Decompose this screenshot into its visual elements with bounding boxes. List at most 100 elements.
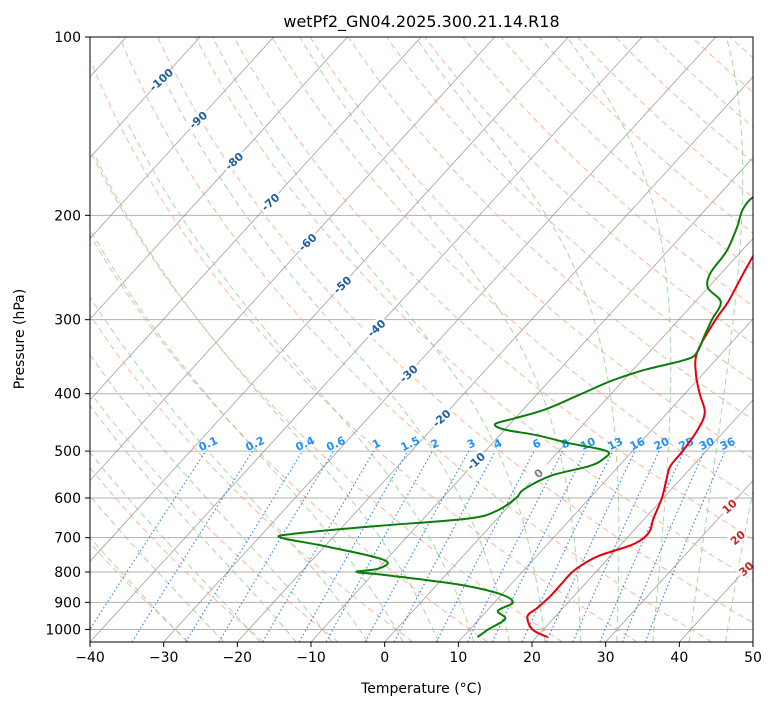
mixing-ratio-line <box>621 450 705 642</box>
y-tick-label: 900 <box>54 595 81 611</box>
isotherm-line <box>384 237 753 642</box>
mixing-ratio-line <box>599 450 685 642</box>
dry-adiabat-line <box>424 37 753 344</box>
x-tick-label: 20 <box>523 650 541 666</box>
y-axis: 1000 900 800 700 600 500 400 300 200 100 <box>45 30 90 638</box>
isotherm-line <box>90 37 201 159</box>
x-tick-label: 30 <box>597 650 615 666</box>
mixing-ratio-line <box>325 450 433 642</box>
mixing-ratio-line <box>644 450 726 642</box>
mixing-ratio-line <box>393 450 496 642</box>
mixing-ratio-line <box>185 450 304 642</box>
dry-adiabat-label-bg <box>734 557 753 580</box>
isotherm-label-bg <box>524 460 552 486</box>
plot-frame <box>89 36 754 643</box>
isotherm-line <box>90 37 275 239</box>
isotherm-line <box>90 37 422 401</box>
isotherm-label-bg <box>184 106 212 133</box>
dry-adiabat-line <box>309 37 753 460</box>
isotherm-lines <box>90 37 753 642</box>
moist-adiabat-line <box>90 536 188 642</box>
x-tick-label: −10 <box>296 650 326 666</box>
x-tick-label: 40 <box>670 650 688 666</box>
x-tick-label: −40 <box>75 650 105 666</box>
moist-adiabat-line <box>725 488 753 642</box>
isotherm-line <box>90 37 348 320</box>
isotherm-label-bg <box>328 271 356 298</box>
dry-adiabat-line <box>90 314 414 642</box>
isotherm-line <box>90 37 496 482</box>
moist-adiabat-line <box>212 37 546 642</box>
dry-adiabat-line <box>90 149 563 642</box>
isotherm-line <box>237 76 753 642</box>
mixing-ratio-line <box>467 450 564 642</box>
isotherm-label-bg <box>220 147 248 174</box>
x-tick-label: 50 <box>744 650 762 666</box>
x-tick-label: 0 <box>380 650 389 666</box>
isotherm-label-bg <box>293 228 321 255</box>
mixing-ratio-label: 16 <box>628 435 648 453</box>
y-tick-label: 700 <box>54 531 81 547</box>
y-tick-label: 300 <box>54 313 81 329</box>
y-tick-label: 400 <box>54 387 81 403</box>
dry-adiabat-line <box>576 37 753 198</box>
dry-adiabat-lines <box>90 37 753 642</box>
mixing-ratio-label: 20 <box>652 435 672 453</box>
x-tick-label: 10 <box>449 650 467 666</box>
isotherm-line <box>163 37 717 642</box>
isotherm-label-bg <box>394 360 422 387</box>
temperature-profile-line <box>526 254 753 639</box>
mixing-ratio-line <box>572 450 660 642</box>
moist-adiabat-line <box>414 37 620 642</box>
mixing-ratio-line <box>90 450 207 631</box>
moist-adiabat-line <box>90 228 404 642</box>
dry-adiabat-line <box>386 37 753 382</box>
y-tick-label: 600 <box>54 491 81 507</box>
isotherm-label-bg <box>147 66 175 93</box>
dry-adiabat-line <box>157 37 753 624</box>
moist-adiabat-line <box>90 353 333 642</box>
chart-title: wetPf2_GN04.2025.300.21.14.R18 <box>283 12 559 32</box>
isotherm-label-bg <box>462 447 489 474</box>
moist-adiabat-lines <box>90 37 753 642</box>
mixing-ratio-label: 30 <box>697 435 717 453</box>
dry-adiabat-line <box>538 37 753 234</box>
x-axis-label: Temperature (°C) <box>360 681 482 697</box>
mixing-ratio-label: 13 <box>606 435 625 453</box>
dry-adiabat-label-bg <box>726 526 749 549</box>
y-tick-label: 500 <box>54 444 81 460</box>
isotherm-label-bg <box>427 404 455 431</box>
dry-adiabat-line <box>90 391 339 642</box>
plot-area: -100-90-80-70-60-50-40-30-20-100 1020304… <box>90 37 753 642</box>
moist-adiabat-line <box>90 495 225 642</box>
moist-adiabat-line <box>95 157 439 642</box>
mixing-ratio-line <box>131 450 254 642</box>
isotherm-line <box>90 37 569 562</box>
mixing-ratio-lines <box>90 450 726 642</box>
dry-adiabat-line <box>271 37 753 500</box>
moist-adiabat-line <box>90 451 261 642</box>
isotherm-line <box>531 399 753 642</box>
isotherm-line <box>605 479 753 642</box>
y-tick-label: 800 <box>54 565 81 581</box>
dry-adiabat-label-bg <box>718 495 741 517</box>
y-tick-label: 100 <box>54 30 81 46</box>
mixing-ratio-label: 36 <box>718 435 738 453</box>
y-tick-label: 200 <box>54 208 81 224</box>
dry-adiabat-line <box>118 37 712 642</box>
moist-adiabat-line <box>90 296 369 642</box>
x-tick-label: −20 <box>223 650 253 666</box>
x-axis: −40 −30 −20 −10 0 10 20 30 40 50 <box>75 642 762 666</box>
isotherm-line <box>458 318 753 642</box>
x-tick-label: −30 <box>149 650 179 666</box>
y-axis-label: Pressure (hPa) <box>12 289 28 389</box>
dry-adiabat-line <box>233 37 753 540</box>
isotherm-label-bg <box>362 314 390 341</box>
moist-adiabat-line <box>688 37 744 642</box>
dry-adiabat-line <box>347 37 753 421</box>
pressure-gridlines <box>90 37 753 630</box>
dewpoint-profile-line <box>277 195 753 638</box>
isotherm-label-bg <box>256 188 284 215</box>
moist-adiabat-line <box>165 83 510 642</box>
